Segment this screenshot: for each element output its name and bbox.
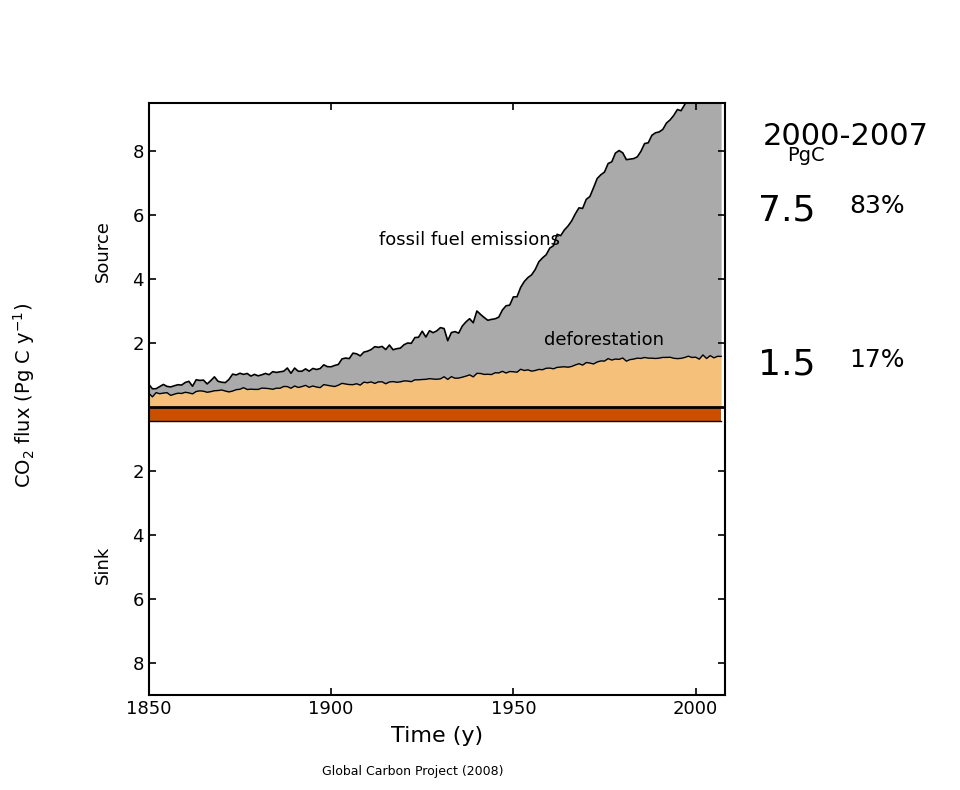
Text: 2000-2007: 2000-2007 [763, 122, 929, 152]
Text: fossil fuel emissions: fossil fuel emissions [379, 231, 560, 250]
Text: 7.5: 7.5 [758, 194, 816, 228]
Text: Global Carbon Project (2008): Global Carbon Project (2008) [322, 766, 504, 778]
Text: 83%: 83% [850, 194, 905, 217]
X-axis label: Time (y): Time (y) [391, 726, 483, 747]
Text: PgC: PgC [787, 146, 825, 165]
Text: Source: Source [94, 220, 111, 282]
Text: deforestation: deforestation [544, 331, 664, 348]
Text: 17%: 17% [850, 348, 905, 371]
Text: 1.5: 1.5 [758, 348, 816, 382]
Text: Human Perturbation of the Global Carbon Budget: Human Perturbation of the Global Carbon … [68, 21, 892, 54]
Text: CO$_2$ flux (Pg C y$^{-1}$): CO$_2$ flux (Pg C y$^{-1}$) [12, 303, 36, 487]
Text: Sink: Sink [94, 546, 111, 584]
